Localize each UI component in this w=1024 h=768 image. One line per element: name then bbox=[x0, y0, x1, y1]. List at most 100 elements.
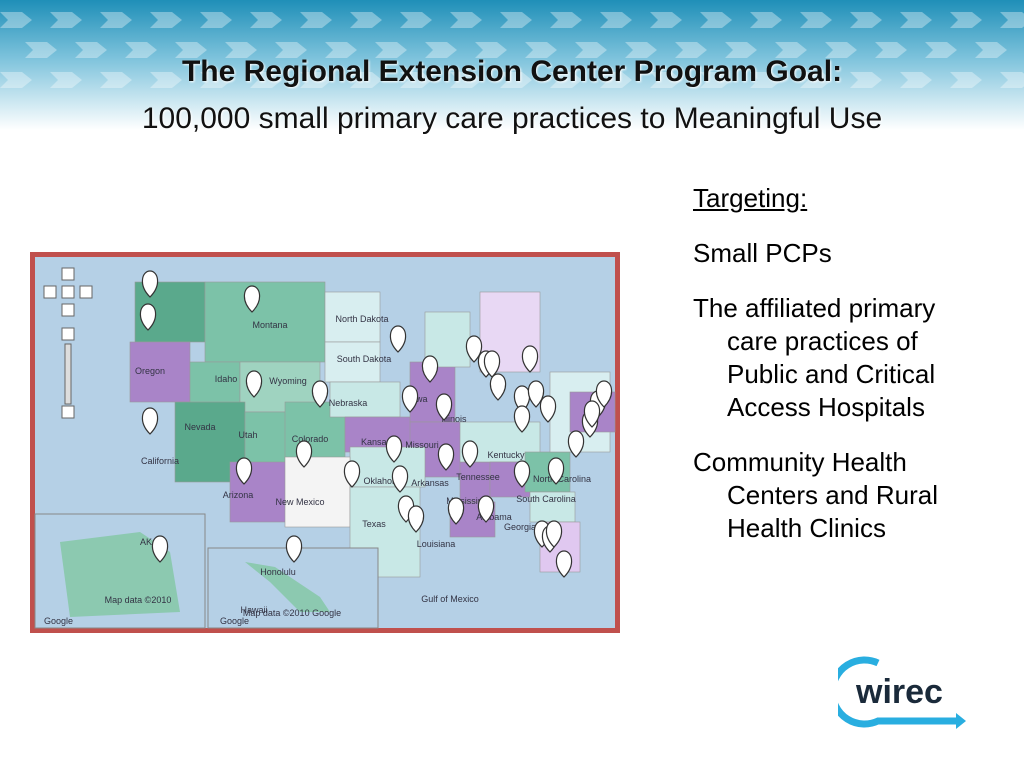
arrow bbox=[575, 42, 607, 58]
pin bbox=[545, 520, 563, 548]
states bbox=[129, 281, 616, 578]
logo: wirec bbox=[838, 656, 966, 729]
title: The Regional Extension Center Program Go… bbox=[181, 55, 843, 88]
arrow bbox=[325, 42, 357, 58]
map-label: Kansas bbox=[361, 437, 392, 447]
arrow bbox=[25, 42, 57, 58]
arrow bbox=[975, 42, 1007, 58]
pin bbox=[311, 380, 329, 408]
arrow bbox=[725, 42, 757, 58]
map-label: South Carolina bbox=[516, 494, 576, 504]
arrow bbox=[950, 12, 982, 28]
state bbox=[129, 341, 191, 403]
pin bbox=[513, 385, 531, 413]
pin bbox=[407, 505, 425, 533]
pin bbox=[141, 270, 159, 298]
arrow bbox=[950, 72, 982, 88]
pin bbox=[547, 457, 565, 485]
arrow bbox=[450, 12, 482, 28]
arrow bbox=[150, 72, 182, 88]
arrow bbox=[625, 42, 657, 58]
map-label: Nevada bbox=[184, 422, 215, 432]
state bbox=[284, 456, 351, 528]
arrow bbox=[350, 72, 382, 88]
arrow bbox=[200, 12, 232, 28]
pin bbox=[489, 373, 507, 401]
logo-text: wirec bbox=[855, 673, 943, 711]
pin bbox=[235, 457, 253, 485]
state bbox=[324, 291, 381, 343]
arrow bbox=[275, 42, 307, 58]
state bbox=[459, 461, 491, 503]
pin bbox=[527, 380, 545, 408]
arrow bbox=[500, 12, 532, 28]
logo-arrow bbox=[956, 713, 966, 729]
pin bbox=[285, 535, 303, 563]
zoom-control[interactable] bbox=[43, 267, 93, 419]
pin bbox=[245, 370, 263, 398]
pin bbox=[539, 395, 557, 423]
heading: Targeting: bbox=[693, 183, 808, 213]
map-label: Map data ©2010 Google bbox=[243, 608, 341, 618]
arrow bbox=[550, 72, 582, 88]
map-label: Utah bbox=[238, 430, 257, 440]
pin bbox=[513, 460, 531, 488]
pins bbox=[139, 270, 613, 578]
arrow bbox=[1000, 12, 1024, 28]
pin bbox=[151, 535, 169, 563]
map-label: Iowa bbox=[408, 394, 427, 404]
map-label: Missouri bbox=[405, 440, 439, 450]
map-label: AK bbox=[140, 537, 152, 547]
arrow bbox=[700, 72, 732, 88]
pin bbox=[435, 393, 453, 421]
pin bbox=[295, 440, 313, 468]
map-label: Tennessee bbox=[456, 472, 500, 482]
arrow bbox=[75, 42, 107, 58]
arrow bbox=[250, 72, 282, 88]
arrow bbox=[900, 72, 932, 88]
pin bbox=[421, 355, 439, 383]
arrow bbox=[0, 72, 32, 88]
map: Montana North Dakota South Dakota Oregon Ida… bbox=[30, 252, 620, 633]
map-label: Google bbox=[44, 616, 73, 626]
map-label: Montana bbox=[252, 320, 287, 330]
map-label: Louisiana bbox=[417, 539, 456, 549]
arrow bbox=[700, 12, 732, 28]
pin bbox=[447, 497, 465, 525]
pin bbox=[243, 285, 261, 313]
map-label: Georgia bbox=[504, 522, 536, 532]
map-label: California bbox=[141, 456, 179, 466]
arrow bbox=[550, 12, 582, 28]
pin bbox=[461, 440, 479, 468]
map-label: Gulf of Mexico bbox=[421, 594, 479, 604]
pin bbox=[139, 303, 157, 331]
map-label: Colorado bbox=[292, 434, 329, 444]
arrow bbox=[50, 12, 82, 28]
arrow bbox=[450, 72, 482, 88]
map-label: South Dakota bbox=[337, 354, 392, 364]
item: Community Health Centers and Rural Healt… bbox=[693, 447, 938, 543]
pin bbox=[555, 550, 573, 578]
arrow bbox=[400, 72, 432, 88]
state bbox=[344, 416, 421, 453]
pin bbox=[595, 380, 613, 408]
arrow bbox=[300, 12, 332, 28]
arrow bbox=[125, 42, 157, 58]
pin bbox=[483, 350, 501, 378]
arrow bbox=[0, 12, 32, 28]
map-label: Oklahoma bbox=[363, 476, 404, 486]
map-label: Hawaii bbox=[240, 605, 267, 615]
arrow bbox=[400, 12, 432, 28]
map-label: Illinois bbox=[441, 414, 467, 424]
map-label: Oregon bbox=[135, 366, 165, 376]
map-label: Alabama bbox=[476, 512, 512, 522]
arrow bbox=[525, 42, 557, 58]
arrow bbox=[600, 12, 632, 28]
map-label: Arizona bbox=[223, 490, 254, 500]
pin bbox=[465, 335, 483, 363]
map-label: Kentucky bbox=[487, 450, 525, 460]
state bbox=[204, 281, 326, 363]
item: The affiliated primary care practices of… bbox=[693, 293, 936, 422]
arrow bbox=[825, 42, 857, 58]
